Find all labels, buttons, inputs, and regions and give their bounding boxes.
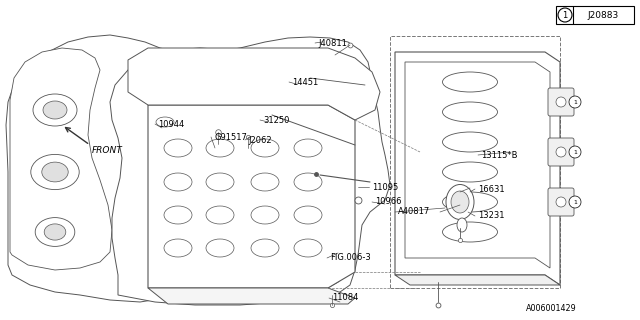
Text: G91517: G91517 [214, 132, 247, 141]
Text: J2062: J2062 [248, 135, 271, 145]
Ellipse shape [294, 206, 322, 224]
Polygon shape [6, 35, 390, 302]
Circle shape [556, 197, 566, 207]
Text: FRONT: FRONT [92, 146, 123, 155]
Circle shape [558, 8, 572, 22]
Ellipse shape [442, 192, 497, 212]
Ellipse shape [206, 173, 234, 191]
Ellipse shape [164, 206, 192, 224]
FancyBboxPatch shape [548, 138, 574, 166]
Ellipse shape [294, 173, 322, 191]
Polygon shape [395, 275, 560, 285]
Text: 16631: 16631 [478, 185, 504, 194]
Text: J40811: J40811 [318, 38, 347, 47]
Ellipse shape [442, 72, 497, 92]
Ellipse shape [446, 185, 474, 220]
Ellipse shape [251, 239, 279, 257]
Ellipse shape [164, 239, 192, 257]
Ellipse shape [43, 101, 67, 119]
Polygon shape [395, 52, 560, 285]
Text: 1: 1 [563, 11, 568, 20]
Ellipse shape [457, 218, 467, 232]
Text: 1: 1 [573, 149, 577, 155]
Polygon shape [128, 48, 380, 120]
Text: 31250: 31250 [263, 116, 289, 124]
Ellipse shape [294, 239, 322, 257]
Circle shape [556, 147, 566, 157]
Text: A40817: A40817 [398, 207, 430, 217]
Bar [390, 36, 560, 288]
Ellipse shape [164, 173, 192, 191]
Text: 14451: 14451 [292, 77, 318, 86]
Ellipse shape [451, 191, 469, 213]
Ellipse shape [251, 173, 279, 191]
Text: 13115*B: 13115*B [481, 150, 518, 159]
Ellipse shape [35, 218, 75, 246]
Ellipse shape [31, 155, 79, 189]
Ellipse shape [156, 117, 174, 127]
Ellipse shape [442, 222, 497, 242]
FancyBboxPatch shape [548, 88, 574, 116]
Ellipse shape [442, 162, 497, 182]
Text: 11095: 11095 [372, 182, 398, 191]
Ellipse shape [206, 206, 234, 224]
Circle shape [556, 97, 566, 107]
Text: 1: 1 [573, 100, 577, 105]
Text: J20883: J20883 [588, 11, 619, 20]
Ellipse shape [164, 139, 192, 157]
Text: 10966: 10966 [375, 197, 401, 206]
Ellipse shape [206, 239, 234, 257]
Ellipse shape [442, 102, 497, 122]
FancyBboxPatch shape [548, 188, 574, 216]
Ellipse shape [442, 132, 497, 152]
Text: 10944: 10944 [158, 119, 184, 129]
Polygon shape [148, 288, 355, 304]
Ellipse shape [206, 139, 234, 157]
Polygon shape [405, 62, 550, 268]
Ellipse shape [33, 94, 77, 126]
Text: 1: 1 [573, 199, 577, 204]
Polygon shape [10, 48, 112, 270]
Bar [556, 6, 634, 24]
Ellipse shape [44, 224, 66, 240]
Circle shape [569, 146, 581, 158]
Text: FIG.006-3: FIG.006-3 [330, 253, 371, 262]
Text: 13231: 13231 [478, 212, 504, 220]
Text: A006001429: A006001429 [526, 304, 577, 313]
Text: 11084: 11084 [332, 293, 358, 302]
Polygon shape [110, 48, 352, 305]
Ellipse shape [42, 162, 68, 182]
Polygon shape [148, 105, 355, 288]
Ellipse shape [294, 139, 322, 157]
Circle shape [569, 196, 581, 208]
Ellipse shape [251, 206, 279, 224]
Ellipse shape [251, 139, 279, 157]
Circle shape [569, 96, 581, 108]
